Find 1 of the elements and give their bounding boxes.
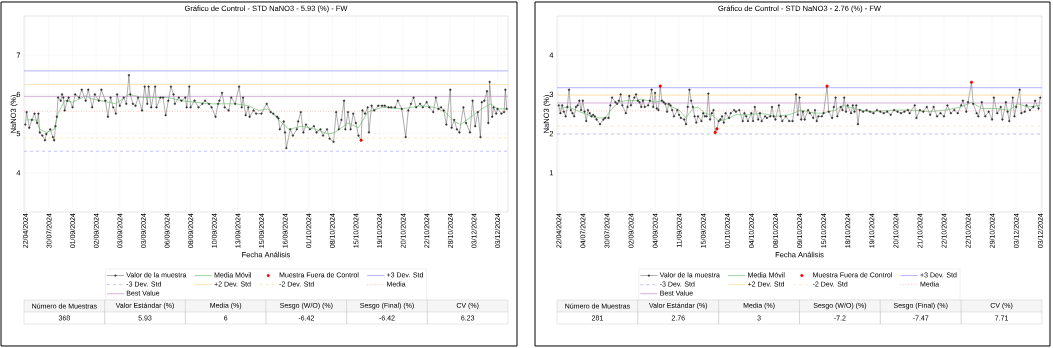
line-series bbox=[558, 98, 1041, 122]
